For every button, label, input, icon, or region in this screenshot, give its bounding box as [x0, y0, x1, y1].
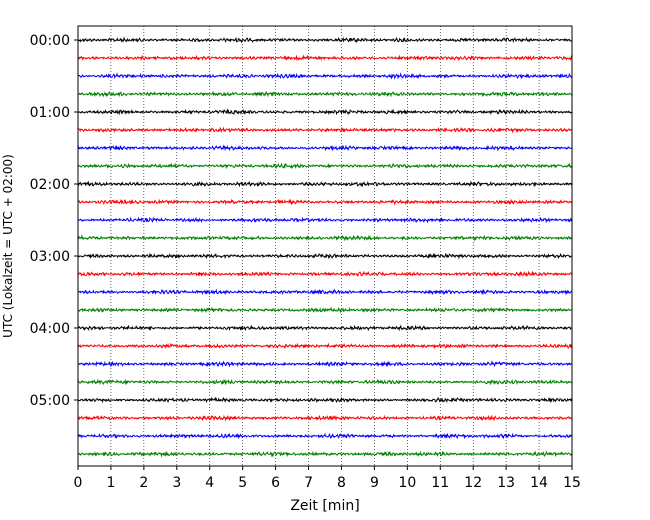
trace-14 — [77, 288, 573, 296]
trace-1 — [77, 54, 573, 62]
trace-21 — [77, 414, 573, 422]
x-tick-label-12: 12 — [464, 475, 482, 491]
y-tick-label-05:00: 05:00 — [30, 393, 70, 409]
trace-10 — [77, 216, 573, 224]
trace-2 — [77, 72, 573, 80]
trace-20 — [77, 396, 573, 404]
x-tick-label-0: 0 — [74, 475, 83, 491]
trace-4 — [77, 108, 573, 116]
trace-9 — [77, 198, 573, 206]
y-tick-label-00:00: 00:00 — [30, 33, 70, 49]
trace-16 — [77, 324, 573, 332]
x-tick-label-6: 6 — [271, 475, 280, 491]
trace-5 — [77, 126, 573, 134]
trace-15 — [77, 306, 573, 314]
plot-frame — [77, 25, 573, 467]
x-tick-label-4: 4 — [205, 475, 214, 491]
x-tick-label-3: 3 — [172, 475, 181, 491]
x-tick-label-13: 13 — [497, 475, 515, 491]
y-axis-ticks: 00:00 01:00 02:00 03:00 04:00 05:00 — [30, 33, 78, 409]
trace-19 — [77, 378, 573, 386]
y-axis-label: UTC (Lokalzeit = UTC + 02:00) — [1, 154, 15, 338]
y-tick-label-03:00: 03:00 — [30, 249, 70, 265]
x-tick-label-1: 1 — [106, 475, 115, 491]
trace-22 — [77, 432, 573, 440]
x-tick-label-7: 7 — [304, 475, 313, 491]
x-axis-ticks: 0 1 2 3 4 5 6 7 8 9 10 11 12 13 14 15 — [74, 466, 581, 491]
trace-7 — [77, 162, 573, 170]
y-tick-label-01:00: 01:00 — [30, 105, 70, 121]
y-tick-label-04:00: 04:00 — [30, 321, 70, 337]
trace-17 — [77, 342, 573, 350]
x-tick-label-15: 15 — [563, 475, 581, 491]
trace-6 — [77, 144, 573, 152]
x-tick-label-14: 14 — [530, 475, 548, 491]
trace-3 — [77, 90, 573, 98]
x-tick-label-8: 8 — [337, 475, 346, 491]
x-tick-label-10: 10 — [398, 475, 416, 491]
x-tick-label-11: 11 — [431, 475, 449, 491]
trace-0 — [77, 36, 573, 44]
x-axis-label: Zeit [min] — [290, 498, 359, 514]
trace-12 — [77, 252, 573, 260]
y-tick-label-02:00: 02:00 — [30, 177, 70, 193]
trace-8 — [77, 180, 573, 188]
trace-23 — [77, 450, 573, 458]
seismic-traces — [77, 36, 573, 458]
trace-18 — [77, 360, 573, 368]
x-tick-label-5: 5 — [238, 475, 247, 491]
trace-11 — [77, 234, 573, 242]
x-tick-label-9: 9 — [370, 475, 379, 491]
grid-lines — [110, 26, 540, 466]
x-tick-label-2: 2 — [139, 475, 148, 491]
trace-13 — [77, 270, 573, 278]
